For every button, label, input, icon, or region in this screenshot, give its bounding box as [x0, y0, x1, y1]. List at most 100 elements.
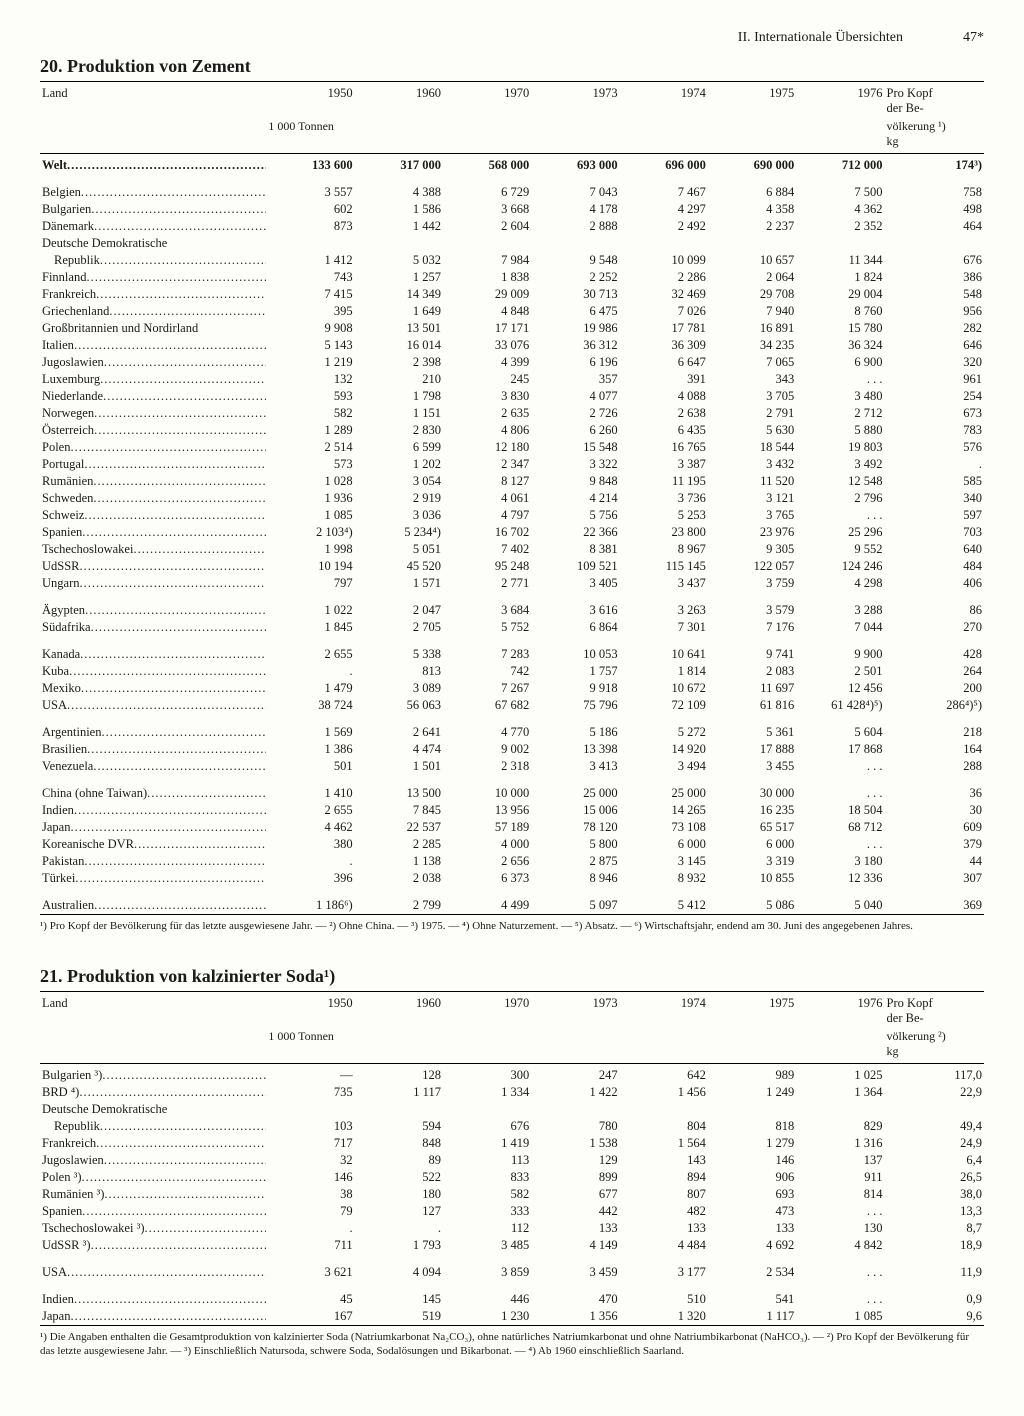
cell: 1 279 [708, 1135, 796, 1152]
cell: 676 [443, 1118, 531, 1135]
cell: 1 412 [266, 252, 354, 269]
table-row: Niederlande5931 7983 8304 0774 0883 7053… [40, 388, 984, 405]
cell: 16 235 [708, 802, 796, 819]
cell: 2 514 [266, 439, 354, 456]
cell: 2 655 [266, 802, 354, 819]
cell-percap: 758 [885, 184, 984, 201]
table-row: Ungarn7971 5712 7713 4053 4373 7594 2984… [40, 575, 984, 592]
cell: 1 998 [266, 541, 354, 558]
cell: 129 [531, 1152, 619, 1169]
cell: 7 402 [443, 541, 531, 558]
cell: 10 672 [620, 680, 708, 697]
cell: 2 398 [355, 354, 443, 371]
col-label: Land [40, 85, 266, 117]
cell: 5 752 [443, 619, 531, 636]
cell: 804 [620, 1118, 708, 1135]
cell: 5 338 [355, 646, 443, 663]
cell: . [266, 663, 354, 680]
cell: 67 682 [443, 697, 531, 714]
cell: 6 196 [531, 354, 619, 371]
cell: 5 097 [531, 897, 619, 915]
table-row: Griechenland3951 6494 8486 4757 0267 940… [40, 303, 984, 320]
row-label: Türkei [40, 870, 266, 887]
table-row: Südafrika1 8452 7055 7526 8647 3017 1767… [40, 619, 984, 636]
cell: 75 796 [531, 697, 619, 714]
cell: 11 520 [708, 473, 796, 490]
page-header: II. Internationale Übersichten 47* [40, 30, 984, 46]
cell: 357 [531, 371, 619, 388]
cell: 522 [355, 1169, 443, 1186]
table-row: Polen2 5146 59912 18015 54816 76518 5441… [40, 439, 984, 456]
cell-percap: 428 [885, 646, 984, 663]
table-row: UdSSR ³)7111 7933 4854 1494 4844 6924 84… [40, 1237, 984, 1254]
cell: 130 [796, 1220, 884, 1237]
table-row: Indien2 6557 84513 95615 00614 26516 235… [40, 802, 984, 819]
cell: 5 253 [620, 507, 708, 524]
cell: 9 002 [443, 741, 531, 758]
cell: 32 469 [620, 286, 708, 303]
row-label: Japan [40, 1308, 266, 1326]
cell: 2 064 [708, 269, 796, 286]
cell: 1 442 [355, 218, 443, 235]
row-label: Tschechoslowakei [40, 541, 266, 558]
header-page-number: 47* [963, 30, 984, 46]
cell: 12 180 [443, 439, 531, 456]
cell: 1 479 [266, 680, 354, 697]
table-row: Republik10359467678080481882949,4 [40, 1118, 984, 1135]
cell: 2 038 [355, 870, 443, 887]
cell-percap: 597 [885, 507, 984, 524]
cell: 343 [708, 371, 796, 388]
cell: 45 520 [355, 558, 443, 575]
cell: 833 [443, 1169, 531, 1186]
cell: 2 888 [531, 218, 619, 235]
cell: 15 780 [796, 320, 884, 337]
cell: 7 043 [531, 184, 619, 201]
cell: 16 014 [355, 337, 443, 354]
cell: 5 032 [355, 252, 443, 269]
cell: 1 936 [266, 490, 354, 507]
cell: 5 880 [796, 422, 884, 439]
cell-percap: 379 [885, 836, 984, 853]
cell: 14 265 [620, 802, 708, 819]
cell: 2 830 [355, 422, 443, 439]
table-row: Bulgarien ³)—1283002476429891 025117,0 [40, 1067, 984, 1084]
cell: 17 888 [708, 741, 796, 758]
cell: 3 494 [620, 758, 708, 775]
cell: 10 855 [708, 870, 796, 887]
cell: 7 065 [708, 354, 796, 371]
cell: 1 085 [266, 507, 354, 524]
cell-percap: 44 [885, 853, 984, 870]
cell-percap: 26,5 [885, 1169, 984, 1186]
cell: 848 [355, 1135, 443, 1152]
cell: 22 366 [531, 524, 619, 541]
cell: 3 437 [620, 575, 708, 592]
cell: 482 [620, 1203, 708, 1220]
cell: 3 322 [531, 456, 619, 473]
cell: 473 [708, 1203, 796, 1220]
cell: 9 552 [796, 541, 884, 558]
cell: 9 908 [266, 320, 354, 337]
cell: 3 089 [355, 680, 443, 697]
cell-percap: 961 [885, 371, 984, 388]
cell: 3 830 [443, 388, 531, 405]
table-row: Norwegen5821 1512 6352 7262 6382 7912 71… [40, 405, 984, 422]
cell: . . . [796, 836, 884, 853]
cell: 8 760 [796, 303, 884, 320]
cell: 2 083 [708, 663, 796, 680]
table21-footnote: ¹) Die Angaben enthalten die Gesamtprodu… [40, 1331, 984, 1359]
table-row: Schweden1 9362 9194 0614 2143 7363 1212 … [40, 490, 984, 507]
cell: 127 [355, 1203, 443, 1220]
cell: 712 000 [796, 157, 884, 174]
cell: 696 000 [620, 157, 708, 174]
cell: 742 [443, 663, 531, 680]
cell: 380 [266, 836, 354, 853]
cell: 2 347 [443, 456, 531, 473]
row-label: BRD ⁴) [40, 1084, 266, 1101]
cell: 2 799 [355, 897, 443, 915]
cell: 10 099 [620, 252, 708, 269]
cell: 6 475 [531, 303, 619, 320]
cell: 3 145 [620, 853, 708, 870]
cell: 1 025 [796, 1067, 884, 1084]
cell: 1 230 [443, 1308, 531, 1326]
cell: 1 386 [266, 741, 354, 758]
